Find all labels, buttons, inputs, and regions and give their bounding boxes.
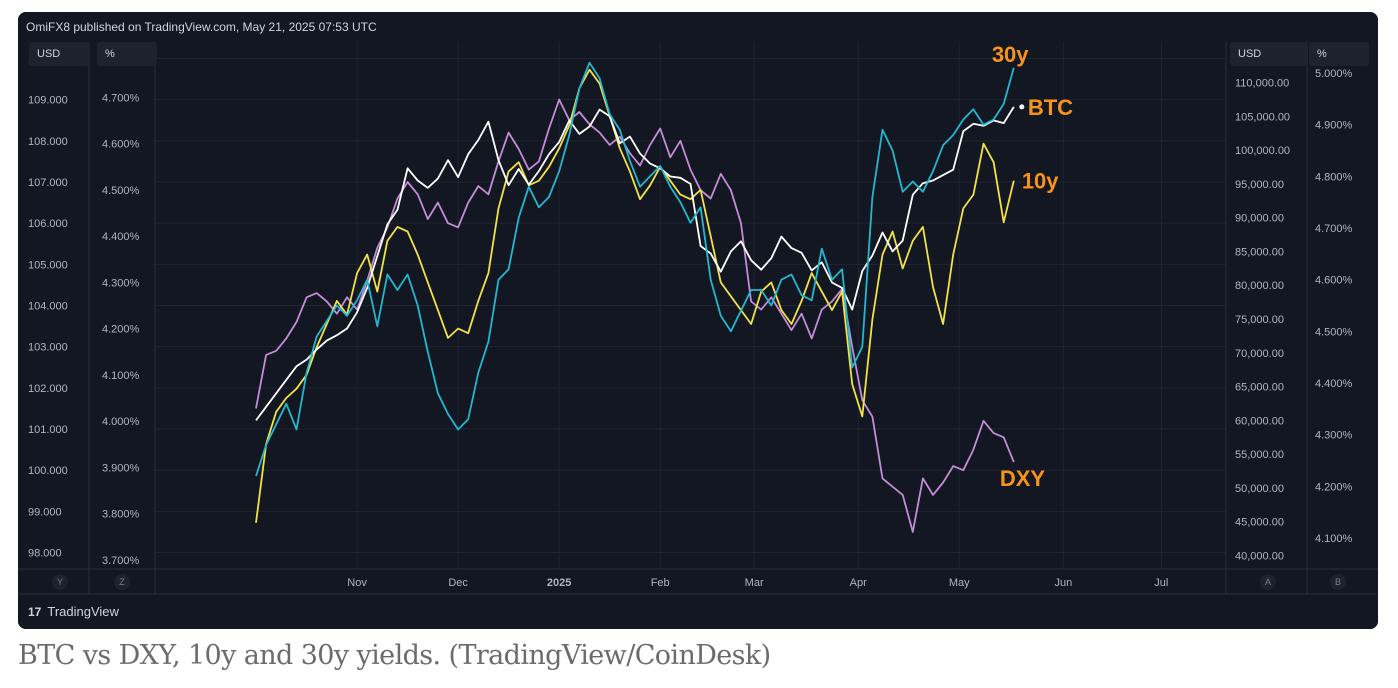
series-line-us-30y [255, 61, 1015, 477]
left-inner-unit[interactable]: % [97, 42, 157, 66]
yield10-tick-label: 4.700% [102, 92, 140, 104]
yield30-tick-label: 4.300% [1315, 430, 1353, 442]
x-tick-label: Nov [347, 577, 367, 589]
btc-tick-label: 60,000.00 [1235, 415, 1284, 427]
panel-background [18, 12, 1378, 629]
dxy-tick-label: 100.000 [28, 465, 68, 477]
x-tick-label: May [949, 577, 970, 589]
annotation-btc: BTC [1028, 95, 1073, 120]
yield10-tick-label: 3.900% [102, 462, 140, 474]
tradingview-brand-name: TradingView [47, 604, 119, 619]
axis-layer: 110.000109.000108.000107.000106.000105.0… [18, 42, 1378, 595]
x-tick-label: Jul [1154, 577, 1168, 589]
corner-button-b-label: B [1335, 577, 1341, 587]
yield30-tick-label: 4.600% [1315, 275, 1353, 287]
corner-button-a [1260, 574, 1276, 590]
btc-tick-label: 95,000.00 [1235, 179, 1284, 191]
corner-button-z-label: Z [119, 577, 125, 587]
x-tick-label: Mar [745, 577, 764, 589]
btc-tick-label: 80,000.00 [1235, 280, 1284, 292]
right-inner-unit-label: USD [1238, 48, 1262, 60]
yield10-tick-label: 3.800% [102, 509, 140, 521]
right-outer-unit[interactable]: % [1309, 42, 1369, 66]
x-tick-label: Feb [651, 577, 670, 589]
published-info: OmiFX8 published on TradingView.com, May… [26, 20, 377, 34]
btc-tick-label: 40,000.00 [1235, 550, 1284, 562]
yield30-tick-label: 4.800% [1315, 171, 1353, 183]
dxy-tick-label: 99.000 [28, 506, 62, 518]
yield10-tick-label: 3.700% [102, 555, 140, 567]
btc-end-marker [1019, 104, 1025, 110]
btc-tick-label: 65,000.00 [1235, 382, 1284, 394]
btc-tick-label: 85,000.00 [1235, 246, 1284, 258]
left-inner-unit-label: % [105, 48, 115, 60]
btc-tick-label: 50,000.00 [1235, 483, 1284, 495]
yield30-tick-label: 4.500% [1315, 326, 1353, 338]
tradingview-logo-mark: 17 [28, 605, 42, 619]
dxy-tick-label: 109.000 [28, 95, 68, 107]
left-outer-unit[interactable]: USD [29, 42, 89, 66]
right-outer-unit-label: % [1317, 48, 1327, 60]
corner-button-z [114, 574, 130, 590]
right-inner-unit[interactable]: USD [1230, 42, 1308, 66]
btc-tick-label: 45,000.00 [1235, 517, 1284, 529]
dxy-tick-label: 107.000 [28, 177, 68, 189]
btc-tick-label: 70,000.00 [1235, 348, 1284, 360]
left-outer-unit-label: USD [37, 48, 61, 60]
yield30-tick-label: 4.100% [1315, 533, 1353, 545]
x-tick-label: Dec [448, 577, 468, 589]
dxy-tick-label: 101.000 [28, 424, 68, 436]
chart-canvas: 110.000109.000108.000107.000106.000105.0… [18, 12, 1378, 629]
x-tick-label: Jun [1054, 577, 1072, 589]
dxy-tick-label: 108.000 [28, 136, 68, 148]
series-layer [255, 61, 1025, 533]
yield30-tick-label: 4.900% [1315, 120, 1353, 132]
corner-button-y-label: Y [57, 577, 63, 587]
btc-tick-label: 105,000.00 [1235, 111, 1290, 123]
annotation-layer: 30y BTC 10y DXY [992, 42, 1073, 491]
yield10-tick-label: 4.300% [102, 277, 140, 289]
yield10-tick-label: 4.200% [102, 324, 140, 336]
annotation-dxy: DXY [1000, 466, 1046, 491]
yield10-tick-label: 4.000% [102, 416, 140, 428]
yield10-tick-label: 4.100% [102, 370, 140, 382]
dxy-tick-label: 106.000 [28, 218, 68, 230]
figure-caption: BTC vs DXY, 10y and 30y yields. (Trading… [18, 640, 771, 671]
btc-tick-label: 110,000.00 [1235, 78, 1289, 90]
x-tick-label: 2025 [547, 577, 571, 589]
yield10-tick-label: 4.600% [102, 139, 140, 151]
dxy-tick-label: 103.000 [28, 342, 68, 354]
grid-layer [18, 12, 1378, 629]
chart-panel: 110.000109.000108.000107.000106.000105.0… [18, 12, 1378, 629]
series-line-btc [255, 106, 1015, 421]
annotation-30y: 30y [992, 42, 1029, 67]
yield30-tick-label: 4.200% [1315, 481, 1353, 493]
btc-tick-label: 100,000.00 [1235, 145, 1290, 157]
btc-tick-label: 90,000.00 [1235, 213, 1284, 225]
dxy-tick-label: 98.000 [28, 548, 62, 560]
dxy-tick-label: 102.000 [28, 383, 68, 395]
yield30-tick-label: 4.400% [1315, 378, 1353, 390]
corner-button-b [1330, 574, 1346, 590]
yield30-tick-label: 5.000% [1315, 68, 1353, 80]
corner-button-a-label: A [1265, 577, 1271, 587]
footer-background [18, 594, 1378, 629]
btc-tick-label: 55,000.00 [1235, 449, 1284, 461]
annotation-10y: 10y [1022, 169, 1059, 194]
btc-tick-label: 75,000.00 [1235, 314, 1284, 326]
dxy-tick-label: 105.000 [28, 259, 68, 271]
x-tick-label: Apr [850, 577, 867, 589]
yield10-tick-label: 4.400% [102, 231, 140, 243]
corner-button-y [52, 574, 68, 590]
tradingview-logo[interactable]: 17 TradingView [28, 604, 119, 619]
yield30-tick-label: 4.700% [1315, 223, 1353, 235]
yield10-tick-label: 4.500% [102, 185, 140, 197]
dxy-tick-label: 104.000 [28, 301, 68, 313]
